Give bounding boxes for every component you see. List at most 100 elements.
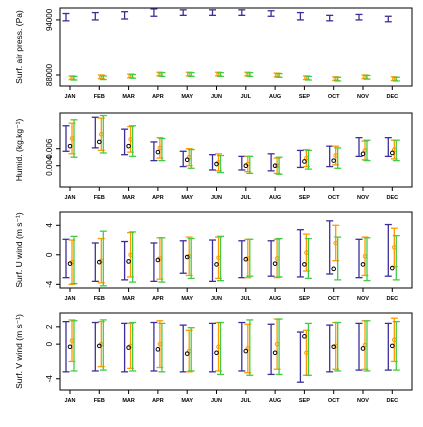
panel-1-frame	[59, 7, 413, 87]
panel-2-month-label-may: MAY	[181, 195, 193, 201]
panel-3-ytick-label-2: 4	[45, 223, 54, 228]
panel-3-black-feb-point	[97, 259, 102, 265]
panel-3-month-label-dec: DEC	[386, 296, 398, 302]
panel-4-black-jul-point	[243, 348, 249, 354]
panel-2-black-may-point	[184, 157, 190, 163]
panel-3-month-label-oct: OCT	[328, 296, 340, 302]
panel-2-month-label-sep: SEP	[299, 195, 310, 201]
panel-3-black-mar-point	[126, 259, 131, 264]
panel-4-frame	[59, 312, 413, 391]
panel-1-month-label-oct: OCT	[328, 94, 340, 100]
panel-2-black-feb-point	[97, 139, 102, 145]
panel-3-month-label-sep: SEP	[299, 296, 310, 302]
panel-4-black-apr-point	[155, 347, 161, 352]
panel-3-ylabel: Surf. U wind (m s⁻¹)	[14, 212, 24, 287]
panel-4-black-mar-point	[126, 345, 131, 350]
panel-3-month-label-nov: NOV	[357, 296, 369, 302]
panel-4-black-nov-point	[360, 346, 366, 351]
panel-2-black-jan-point	[67, 143, 73, 149]
panel-3-month-label-may: MAY	[181, 296, 193, 302]
panel-2-black-jul-point	[243, 163, 249, 169]
panel-3-month-label-jun: JUN	[211, 296, 222, 302]
panel-1-month-label-jul: JUL	[241, 94, 252, 100]
panel-2-black-jun-point	[214, 161, 219, 167]
panel-4-month-label-aug: AUG	[269, 398, 281, 404]
panel-4-black-dec-point	[390, 343, 395, 349]
panel-4-month-label-jul: JUL	[241, 398, 252, 404]
panel-2-ylabel: Humid. (kg.kg⁻¹)	[14, 119, 24, 182]
panel-4-black-jun-point	[214, 350, 219, 356]
panel-2-ytick-label-0: 0.004	[45, 155, 54, 176]
panel-4-black-aug-point	[272, 350, 278, 356]
panel-3-black-aug-point	[272, 261, 278, 266]
panel-3-black-jan-point	[67, 261, 73, 266]
panel-2-black-nov-point	[360, 151, 366, 157]
panel-3-ytick-label-1: 0	[45, 252, 54, 257]
panel-4-month-label-jan: JAN	[64, 398, 75, 404]
panel-4-black-sep-point	[302, 334, 307, 339]
panel-3-month-label-jul: JUL	[241, 296, 252, 302]
panel-3-month-label-aug: AUG	[269, 296, 281, 302]
panel-2-black-oct-point	[331, 158, 337, 163]
panel-2-month-label-apr: APR	[152, 195, 164, 201]
panel-3-black-jun-point	[214, 262, 219, 267]
panel-4-ytick-label-0: -4	[45, 375, 54, 383]
panel-4-black-may-point	[184, 351, 190, 356]
panel-2-ytick-label-1: 0.006	[45, 138, 54, 159]
panel-3-black-apr-point	[155, 257, 161, 263]
panel-3-month-label-mar: MAR	[122, 296, 135, 302]
panel-1-month-label-may: MAY	[181, 94, 193, 100]
panel-2-month-label-nov: NOV	[357, 195, 369, 201]
panel-4-month-label-apr: APR	[152, 398, 164, 404]
panel-3-month-label-feb: FEB	[94, 296, 105, 302]
panel-1-ytick-label-0: 88000	[45, 63, 54, 86]
panel-2-black-sep-point	[302, 159, 307, 164]
panel-1-month-label-dec: DEC	[386, 94, 398, 100]
panel-4-ylabel: Surf. V wind (m s⁻¹)	[14, 314, 24, 389]
panel-4-month-label-feb: FEB	[94, 398, 105, 404]
panel-1-month-label-aug: AUG	[269, 94, 281, 100]
panel-1-ytick-label-1: 94000	[45, 8, 54, 31]
panel-4-month-label-nov: NOV	[357, 398, 369, 404]
panel-2-month-label-jan: JAN	[64, 195, 75, 201]
panel-3-ytick-label-0: -4	[45, 280, 54, 288]
panel-4-ytick-label-2: 2	[45, 324, 54, 329]
panel-2-month-label-aug: AUG	[269, 195, 281, 201]
panel-2-black-mar-point	[126, 143, 131, 149]
panel-2-month-label-oct: OCT	[328, 195, 340, 201]
panel-4-black-jan-point	[67, 344, 73, 350]
panel-4-month-label-mar: MAR	[122, 398, 135, 404]
panel-3-black-dec-point	[390, 265, 395, 271]
panel-2-frame	[59, 112, 413, 188]
panel-4-black-oct-point	[331, 344, 337, 350]
panel-1-month-label-jun: JUN	[211, 94, 222, 100]
panel-1-month-label-mar: MAR	[122, 94, 135, 100]
panel-2-black-dec-point	[390, 150, 395, 156]
panel-3-black-sep-point	[302, 262, 307, 267]
panel-3-month-label-jan: JAN	[64, 296, 75, 302]
panel-2-black-aug-point	[272, 163, 278, 169]
panel-4-ytick-label-1: 0	[45, 341, 54, 346]
panel-3-black-may-point	[184, 254, 190, 260]
panel-4-black-feb-point	[97, 343, 102, 349]
panel-2-month-label-jul: JUL	[241, 195, 252, 201]
panel-3-black-jul-point	[243, 256, 249, 262]
panel-1-month-label-jan: JAN	[64, 94, 75, 100]
panel-4-month-label-may: MAY	[181, 398, 193, 404]
panel-1-month-label-feb: FEB	[94, 94, 105, 100]
panel-2-black-apr-point	[155, 149, 161, 155]
panel-3-black-oct-point	[331, 266, 337, 272]
panel-3-black-nov-point	[360, 262, 366, 267]
panel-1-month-label-sep: SEP	[299, 94, 310, 100]
panel-4-month-label-sep: SEP	[299, 398, 310, 404]
panel-4-month-label-dec: DEC	[386, 398, 398, 404]
panel-3-month-label-apr: APR	[152, 296, 164, 302]
panel-1-month-label-nov: NOV	[357, 94, 369, 100]
panel-1-ylabel: Surf. air press. (Pa)	[14, 10, 24, 84]
panel-2-month-label-feb: FEB	[94, 195, 105, 201]
panel-2-month-label-dec: DEC	[386, 195, 398, 201]
panel-4-month-label-oct: OCT	[328, 398, 340, 404]
panel-2-month-label-mar: MAR	[122, 195, 135, 201]
